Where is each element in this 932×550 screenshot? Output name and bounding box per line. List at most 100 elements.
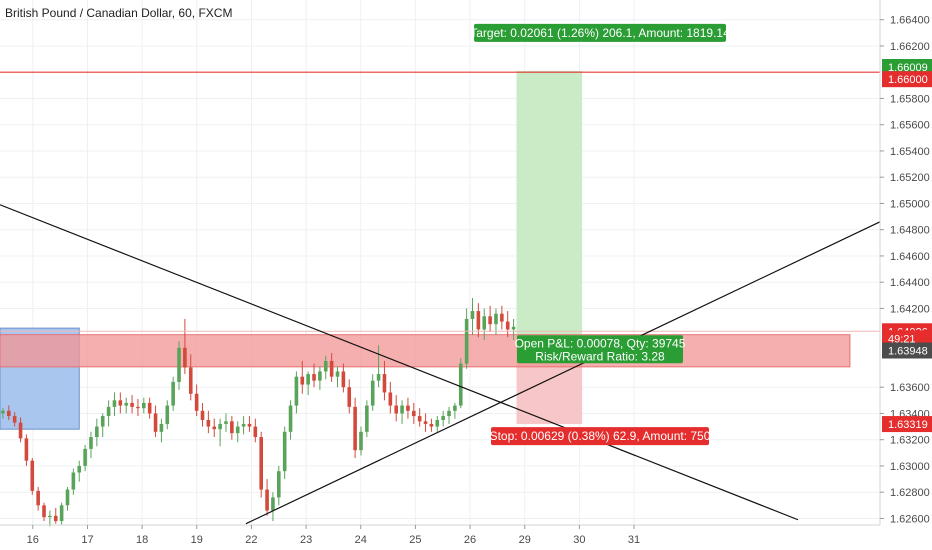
- candle-body: [377, 374, 381, 381]
- candle-body: [183, 348, 187, 368]
- candle-body: [365, 406, 369, 432]
- candle-body: [177, 348, 181, 382]
- price-tick-label: 1.64800: [890, 225, 930, 237]
- candle-body: [207, 420, 211, 427]
- stop-label: Stop: 0.00629 (0.38%) 62.9, Amount: 750: [490, 427, 711, 445]
- candle-body: [254, 427, 258, 438]
- candle-body: [248, 424, 252, 427]
- candle-body: [77, 466, 81, 473]
- candle-body: [201, 411, 205, 420]
- time-tick-label: 24: [355, 534, 367, 546]
- time-tick-label: 18: [136, 534, 148, 546]
- target-label-text: Target: 0.02061 (1.26%) 206.1, Amount: 1…: [470, 26, 730, 40]
- candle-body: [218, 424, 222, 429]
- candle-body: [406, 406, 410, 411]
- candle-body: [353, 407, 357, 450]
- time-tick-label: 22: [245, 534, 257, 546]
- candle-body: [30, 461, 34, 491]
- candle-body: [283, 432, 287, 471]
- price-label: 1.66000: [888, 74, 928, 86]
- candle-body: [318, 371, 322, 380]
- candle-body: [148, 403, 152, 414]
- time-tick-label: 25: [409, 534, 421, 546]
- candle-body: [394, 406, 398, 414]
- time-tick-label: 31: [628, 534, 640, 546]
- candle-body: [165, 406, 169, 424]
- price-tick-label: 1.63200: [890, 435, 930, 447]
- candle-body: [212, 427, 216, 430]
- candle-body: [383, 374, 387, 392]
- candle-body: [83, 449, 87, 466]
- candle-body: [54, 516, 58, 521]
- rr-text: Risk/Reward Ratio: 3.28: [535, 349, 665, 363]
- grid: [0, 0, 880, 525]
- candle-body: [13, 416, 17, 423]
- candle-body: [435, 420, 439, 427]
- price-tick-label: 1.63000: [890, 461, 930, 473]
- candle-body: [400, 406, 404, 414]
- candle-body: [60, 505, 64, 521]
- candle-body: [119, 400, 123, 405]
- time-tick-label: 19: [191, 534, 203, 546]
- price-tick-label: 1.64200: [890, 303, 930, 315]
- candle-body: [101, 416, 105, 427]
- candle-body: [224, 421, 228, 424]
- candle-body: [130, 403, 134, 407]
- candle-body: [36, 491, 40, 505]
- candle-body: [19, 423, 23, 439]
- candle-body: [300, 377, 304, 385]
- price-tick-label: 1.65200: [890, 172, 930, 184]
- price-tick-label: 1.65600: [890, 120, 930, 132]
- time-tick-label: 26: [464, 534, 476, 546]
- candle-body: [482, 316, 486, 329]
- price-tick-label: 1.63600: [890, 382, 930, 394]
- price-tick-label: 1.65000: [890, 198, 930, 210]
- candle-body: [336, 371, 340, 376]
- candle-body: [441, 416, 445, 420]
- candle-body: [277, 471, 281, 497]
- candle-body: [289, 406, 293, 432]
- candle-body: [430, 424, 434, 427]
- drawing-lines: [0, 72, 880, 524]
- time-axis[interactable]: 16 17 18 19 22 23 24 25 26 29 30 31: [0, 525, 880, 546]
- target-zone: [517, 71, 583, 342]
- candle-body: [48, 516, 52, 517]
- candle-body: [447, 411, 451, 416]
- candle-body: [154, 413, 158, 431]
- candle-body: [230, 421, 234, 433]
- candle-body: [330, 361, 334, 377]
- candle-body: [389, 392, 393, 405]
- price-tick-label: 1.65800: [890, 93, 930, 105]
- candle-body: [324, 361, 328, 372]
- candle-body: [171, 382, 175, 406]
- price-tick-label: 1.65400: [890, 146, 930, 158]
- candle-body: [453, 406, 457, 411]
- candle-body: [189, 368, 193, 394]
- candle-body: [412, 411, 416, 416]
- candle-body: [459, 364, 463, 406]
- candle-body: [347, 387, 351, 407]
- price-tick-label: 1.64600: [890, 251, 930, 263]
- price-tick-label: 1.64400: [890, 277, 930, 289]
- price-tick-label: 1.62800: [890, 487, 930, 499]
- candle-body: [25, 438, 29, 460]
- candle-body: [113, 400, 117, 407]
- price-tick-label: 1.62600: [890, 513, 930, 525]
- time-tick-label: 23: [300, 534, 312, 546]
- candle-body: [306, 374, 310, 385]
- candle-body: [160, 424, 164, 432]
- candle-body: [142, 403, 146, 408]
- time-tick-label: 16: [27, 534, 39, 546]
- price-axis[interactable]: 1.66400 1.66200 1.65800 1.65600 1.65400 1.652…: [880, 0, 932, 550]
- candle-body: [359, 432, 363, 450]
- candle-body: [195, 394, 199, 411]
- candle-body: [265, 490, 269, 511]
- time-tick-label: 17: [81, 534, 93, 546]
- candle-body: [488, 316, 492, 324]
- candle-body: [242, 424, 246, 427]
- candle-body: [371, 381, 375, 406]
- candle-body: [506, 322, 510, 330]
- candle-body: [295, 377, 299, 406]
